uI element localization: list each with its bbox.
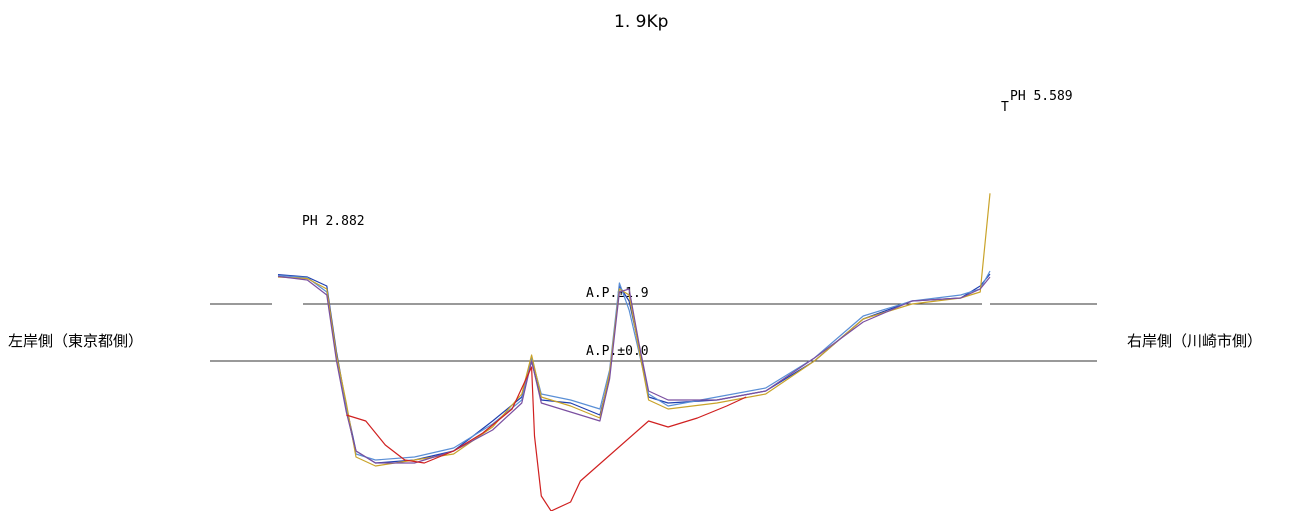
chart-title: 1. 9Kp	[614, 12, 668, 32]
right-peak-marker: T	[1001, 100, 1009, 115]
series-group	[277, 193, 991, 511]
annotation-left-peak: PH 2.882	[302, 214, 365, 229]
ref-label-lower: A.P.±0.0	[586, 344, 649, 359]
series-line-1	[277, 273, 991, 464]
ref-label-upper: A.P.±1.9	[586, 286, 649, 301]
right-bank-label: 右岸側（川崎市側）	[1127, 332, 1262, 350]
series-line-4	[277, 275, 991, 464]
series-line-5	[346, 366, 747, 511]
left-bank-label: 左岸側（東京都側）	[8, 332, 143, 350]
annotation-right-peak: PH 5.589	[1010, 89, 1073, 104]
